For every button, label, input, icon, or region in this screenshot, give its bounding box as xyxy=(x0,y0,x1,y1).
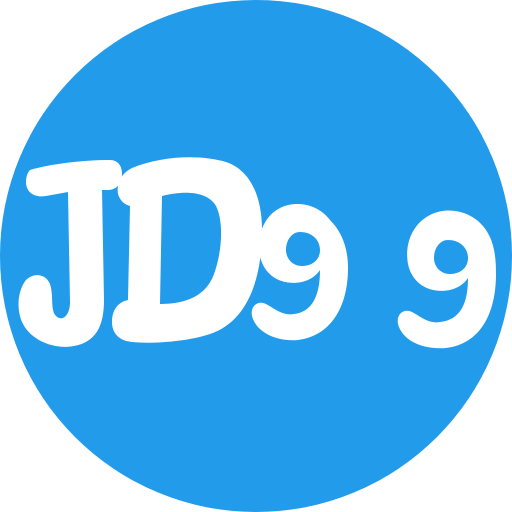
logo-letter-j xyxy=(18,160,122,347)
logo-letter-d xyxy=(112,157,262,343)
logo-digit-9-second xyxy=(397,210,496,349)
logo-digit-9-first xyxy=(251,204,348,341)
